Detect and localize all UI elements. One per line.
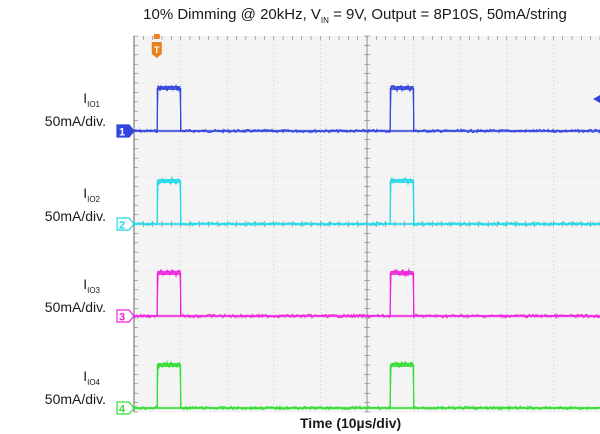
trigger-marker: T bbox=[151, 34, 162, 58]
channel-2-scale: 50mA/div. bbox=[44, 207, 106, 224]
trigger-level-arrow-icon bbox=[593, 95, 600, 103]
pulse-top bbox=[157, 179, 181, 183]
channel-marker-number: 1 bbox=[119, 127, 125, 139]
channel-4-label: IIO4 50mA/div. bbox=[0, 368, 106, 408]
channel-2-marker: 2 bbox=[116, 217, 135, 232]
x-axis-label: Time (10µs/div) bbox=[300, 415, 402, 431]
channel-1-marker: 1 bbox=[116, 124, 135, 139]
channel-3-label: IIO3 50mA/div. bbox=[0, 276, 106, 316]
pulse-top bbox=[390, 86, 414, 90]
channel-1-symbol: IIO1 bbox=[83, 90, 100, 109]
channel-marker-number: 4 bbox=[119, 404, 126, 416]
pulse-top bbox=[390, 179, 414, 183]
channel-4-scale: 50mA/div. bbox=[44, 390, 106, 407]
channel-1-label: IIO1 50mA/div. bbox=[0, 90, 106, 130]
title-post: = 9V, Output = 8P10S, 50mA/string bbox=[328, 6, 567, 23]
channel-4-symbol: IIO4 bbox=[83, 368, 100, 387]
channel-2-label: IIO2 50mA/div. bbox=[0, 185, 106, 225]
channel-marker-shape bbox=[116, 217, 135, 231]
channel-marker-number: 3 bbox=[119, 312, 125, 324]
trigger-icon bbox=[151, 42, 162, 58]
channel-marker-shape bbox=[116, 124, 135, 138]
pulse-top bbox=[390, 363, 414, 367]
channel-marker-shape bbox=[116, 309, 135, 323]
channel-3-scale: 50mA/div. bbox=[44, 298, 106, 315]
title-pre: 10% Dimming @ 20kHz, V bbox=[143, 6, 321, 23]
channel-4-marker: 4 bbox=[116, 401, 135, 416]
channel-3-symbol: IIO3 bbox=[83, 276, 100, 295]
channel-marker-shape bbox=[116, 401, 135, 415]
pulse-top bbox=[157, 86, 181, 90]
chart-title: 10% Dimming @ 20kHz, VIN = 9V, Output = … bbox=[0, 6, 600, 25]
title-sub: IN bbox=[320, 16, 329, 25]
channel-1-scale: 50mA/div. bbox=[44, 112, 106, 129]
pulse-top bbox=[157, 363, 181, 367]
pulse-top bbox=[390, 271, 414, 275]
trigger-cap bbox=[153, 34, 160, 39]
channel-2-symbol: IIO2 bbox=[83, 185, 100, 204]
channel-marker-number: 2 bbox=[119, 220, 125, 232]
channel-3-marker: 3 bbox=[116, 309, 135, 324]
channel-markers: 1 2 3 4 bbox=[116, 124, 135, 416]
scope-traces bbox=[133, 83, 600, 412]
pulse-top bbox=[157, 271, 181, 275]
trigger-label: T bbox=[154, 45, 160, 55]
